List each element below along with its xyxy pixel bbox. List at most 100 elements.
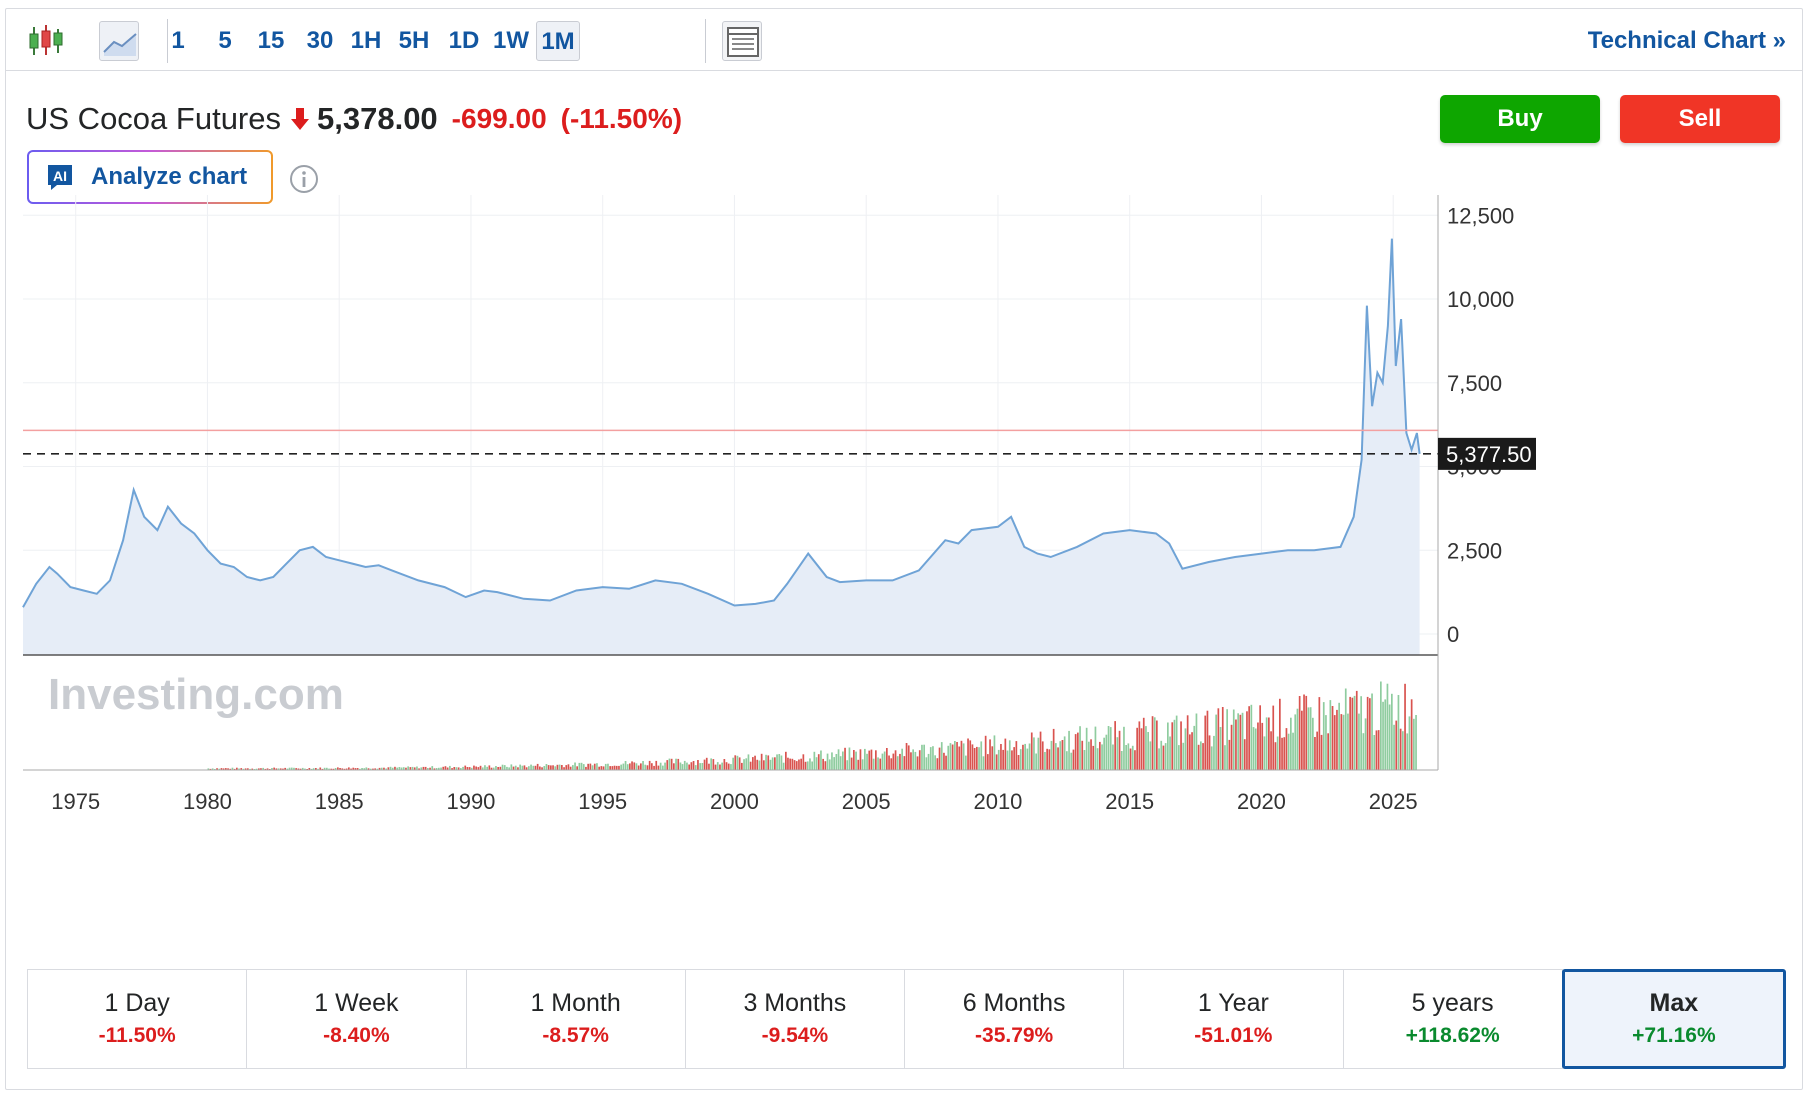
volume-bar [1213, 735, 1215, 770]
sell-button[interactable]: Sell [1620, 95, 1780, 143]
volume-bar [1046, 748, 1048, 770]
volume-bar [365, 767, 368, 770]
analyze-chart-button[interactable]: AI Analyze chart [27, 150, 273, 204]
volume-bar [622, 763, 625, 770]
volume-bar [815, 757, 818, 770]
volume-bar [664, 762, 666, 770]
volume-bar [1290, 717, 1292, 770]
volume-bar [525, 767, 528, 770]
area-chart-icon[interactable] [99, 21, 139, 61]
layout-icon[interactable] [722, 21, 762, 61]
volume-bar [896, 756, 899, 770]
interval-1h[interactable]: 1H [350, 27, 382, 54]
volume-bar [418, 768, 420, 770]
volume-bar [929, 747, 932, 770]
volume-bar [534, 765, 537, 770]
period-tab-1-week[interactable]: 1 Week -8.40% [246, 969, 467, 1069]
volume-bar [1388, 704, 1391, 770]
volume-bar [826, 753, 829, 770]
volume-bar [1169, 736, 1171, 770]
period-tab-3-months[interactable]: 3 Months -9.54% [684, 969, 905, 1069]
volume-bar [844, 747, 846, 770]
volume-bar [916, 756, 919, 770]
technical-chart-link[interactable]: Technical Chart » [1587, 27, 1786, 54]
volume-bar [587, 763, 589, 770]
volume-bar [1116, 737, 1119, 770]
volume-bar [697, 760, 699, 770]
interval-5[interactable]: 5 [218, 27, 232, 54]
volume-bar [455, 767, 458, 770]
buy-button[interactable]: Buy [1440, 95, 1600, 143]
period-tab-1-day[interactable]: 1 Day -11.50% [27, 969, 248, 1069]
volume-bar [536, 763, 539, 770]
volume-bar [960, 740, 963, 770]
period-tab-6-months[interactable]: 6 Months -35.79% [904, 969, 1125, 1069]
volume-bar [1232, 709, 1235, 770]
period-tab-1-month[interactable]: 1 Month -8.57% [465, 969, 686, 1069]
volume-bar [569, 766, 572, 770]
volume-bar [1182, 742, 1185, 770]
volume-bar [859, 749, 862, 770]
volume-bar [991, 746, 994, 770]
volume-bar [396, 767, 398, 770]
volume-bar [1006, 750, 1009, 770]
volume-bar [499, 766, 502, 770]
volume-bar [943, 752, 945, 770]
volume-bar [345, 768, 348, 770]
period-label: Max [1649, 989, 1699, 1017]
volume-bar [1090, 739, 1092, 770]
interval-1w[interactable]: 1W [493, 27, 529, 54]
volume-bar [242, 768, 245, 770]
price-area [23, 238, 1420, 655]
volume-bar [804, 761, 807, 770]
volume-bar [554, 766, 557, 770]
volume-bar [938, 747, 941, 770]
volume-bar [1017, 755, 1020, 770]
last-price: 5,378.00 [317, 101, 438, 136]
candlestick-chart-icon[interactable] [26, 21, 66, 61]
interval-1[interactable]: 1 [171, 27, 185, 54]
period-tab-5-years[interactable]: 5 years +118.62% [1342, 969, 1563, 1069]
volume-bar [1055, 743, 1057, 770]
interval-1m[interactable]: 1M [536, 21, 580, 61]
volume-bar [1081, 740, 1084, 770]
x-tick-label: 1995 [578, 789, 627, 814]
interval-1d[interactable]: 1D [448, 27, 480, 54]
period-tab-max[interactable]: Max +71.16% [1561, 969, 1786, 1069]
volume-bar [1189, 734, 1191, 770]
volume-bar [484, 765, 486, 770]
interval-30[interactable]: 30 [306, 27, 334, 54]
volume-bar [637, 765, 640, 770]
volume-bar [1375, 730, 1378, 770]
volume-bar [1413, 718, 1415, 770]
volume-bar [833, 757, 835, 770]
volume-bar [765, 754, 767, 770]
y-tick-label: 0 [1447, 622, 1459, 647]
volume-bar [341, 768, 344, 770]
volume-bar [875, 750, 877, 770]
interval-15[interactable]: 15 [257, 27, 285, 54]
volume-bar [543, 766, 546, 770]
period-tab-1-year[interactable]: 1 Year -51.01% [1123, 969, 1344, 1069]
volume-bar [1250, 704, 1253, 770]
volume-bar [1406, 733, 1409, 770]
volume-bar [233, 768, 236, 770]
volume-bar [227, 768, 229, 770]
interval-5h[interactable]: 5H [398, 27, 430, 54]
volume-bar [273, 767, 275, 770]
volume-bar [591, 765, 594, 770]
period-label: 5 years [1411, 989, 1494, 1017]
volume-bar [1193, 725, 1196, 770]
info-icon[interactable] [289, 164, 319, 194]
volume-bar [1011, 750, 1013, 770]
volume-bar [1344, 688, 1347, 770]
volume-bar [1305, 695, 1308, 770]
volume-bar [405, 767, 407, 770]
volume-bar [528, 766, 530, 770]
volume-bar [466, 767, 469, 770]
volume-bar [288, 767, 291, 770]
volume-bar [1210, 746, 1213, 770]
volume-bar [407, 766, 409, 770]
volume-bar [1105, 734, 1108, 770]
